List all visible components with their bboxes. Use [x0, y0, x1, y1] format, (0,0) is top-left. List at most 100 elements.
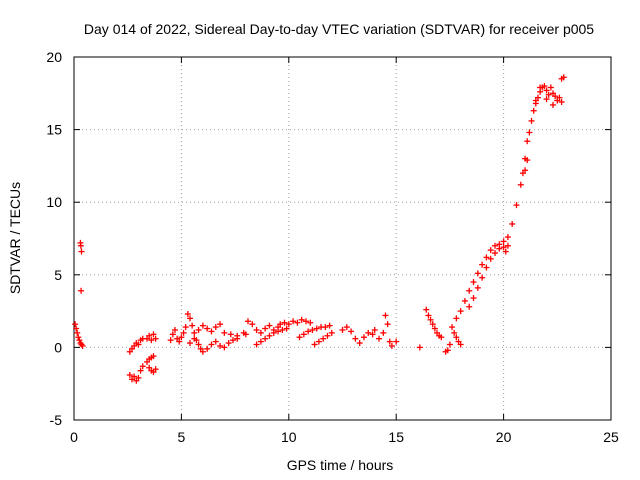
data-point: [339, 326, 346, 333]
data-point: [266, 322, 273, 329]
data-point: [320, 335, 327, 342]
data-point: [326, 322, 333, 329]
data-point: [541, 83, 548, 90]
x-tick-label: 10: [281, 429, 297, 445]
data-point: [212, 338, 219, 345]
data-point: [294, 319, 301, 326]
data-point: [253, 341, 260, 348]
data-point: [244, 318, 251, 325]
data-point: [449, 324, 456, 331]
data-point: [204, 345, 211, 352]
data-point: [75, 334, 82, 341]
data-point: [266, 332, 273, 339]
data-point: [530, 107, 537, 114]
data-point: [311, 341, 318, 348]
data-point: [73, 325, 80, 332]
grid-lines: [74, 57, 611, 420]
data-point: [504, 234, 511, 241]
data-point: [517, 181, 524, 188]
data-point: [393, 338, 400, 345]
axis-ticks: 0 5 10 15 20 25 -5 0 5 10 15 20: [46, 49, 619, 445]
data-points: [72, 74, 567, 384]
data-point: [77, 242, 84, 249]
data-point: [470, 295, 477, 302]
data-point: [352, 335, 359, 342]
data-point: [186, 315, 193, 322]
data-point: [204, 325, 211, 332]
data-point: [78, 287, 85, 294]
data-point: [369, 331, 376, 338]
data-point: [483, 254, 490, 261]
data-point: [270, 329, 277, 336]
data-point: [279, 326, 286, 333]
x-tick-label: 5: [178, 429, 186, 445]
data-point: [72, 321, 79, 328]
data-point: [356, 340, 363, 347]
data-point: [556, 94, 563, 101]
data-point: [526, 129, 533, 136]
data-point: [552, 93, 559, 100]
data-point: [500, 244, 507, 251]
data-point: [453, 315, 460, 322]
data-point: [466, 303, 473, 310]
data-point: [376, 335, 383, 342]
data-point: [315, 338, 322, 345]
data-point: [384, 321, 391, 328]
data-point: [285, 321, 292, 328]
data-point: [461, 297, 468, 304]
data-point: [137, 367, 144, 374]
data-point: [496, 245, 503, 252]
data-point: [131, 373, 138, 380]
data-point: [257, 329, 264, 336]
data-point: [502, 248, 509, 255]
y-tick-label: -5: [50, 412, 63, 428]
data-point: [184, 311, 191, 318]
data-point: [171, 326, 178, 333]
y-tick-label: 0: [54, 339, 62, 355]
data-point: [558, 75, 565, 82]
data-point: [429, 321, 436, 328]
y-tick-label: 15: [46, 122, 62, 138]
data-point: [277, 321, 284, 328]
data-point: [139, 363, 146, 370]
data-point: [178, 334, 185, 341]
data-point: [550, 101, 557, 108]
data-point: [300, 331, 307, 338]
data-point: [474, 284, 481, 291]
data-point: [176, 338, 183, 345]
data-point: [509, 220, 516, 227]
data-point: [371, 326, 378, 333]
data-point: [257, 338, 264, 345]
data-point: [135, 341, 142, 348]
data-point: [229, 337, 236, 344]
data-point: [307, 319, 314, 326]
data-point: [487, 247, 494, 254]
data-point: [281, 319, 288, 326]
data-point: [453, 334, 460, 341]
data-point: [425, 312, 432, 319]
data-point: [444, 347, 451, 354]
data-point: [524, 138, 531, 145]
data-point: [305, 328, 312, 335]
data-point: [545, 91, 552, 98]
data-point: [386, 338, 393, 345]
data-point: [388, 342, 395, 349]
data-point: [167, 337, 174, 344]
data-point: [479, 274, 486, 281]
data-point: [438, 334, 445, 341]
data-point: [483, 264, 490, 271]
data-point: [298, 316, 305, 323]
chart-title: Day 014 of 2022, Sidereal Day-to-day VTE…: [84, 21, 594, 37]
data-point: [180, 329, 187, 336]
x-tick-label: 0: [70, 429, 78, 445]
data-point: [470, 279, 477, 286]
data-point: [466, 287, 473, 294]
data-point: [253, 326, 260, 333]
data-point: [195, 341, 202, 348]
data-point: [191, 335, 198, 342]
data-point: [532, 97, 539, 104]
data-point: [126, 371, 133, 378]
data-point: [290, 318, 297, 325]
data-point: [504, 242, 511, 249]
data-point: [225, 340, 232, 347]
